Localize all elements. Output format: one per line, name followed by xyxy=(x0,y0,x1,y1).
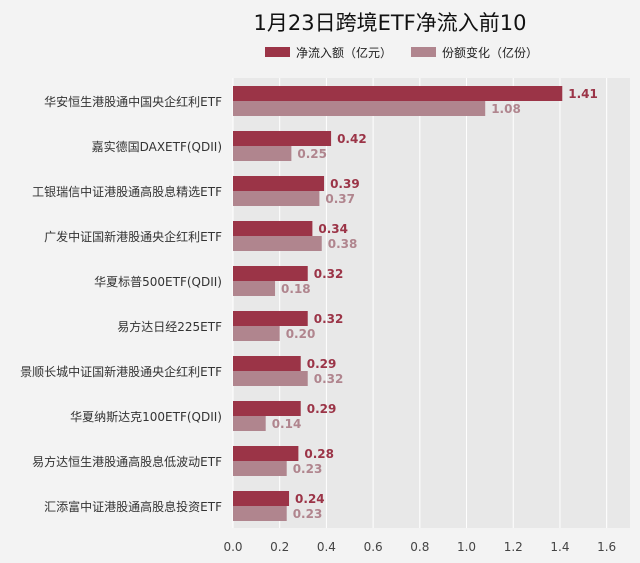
chart-title: 1月23日跨境ETF净流入前10 xyxy=(254,11,527,35)
legend: 净流入额（亿元） 份额变化（亿份） xyxy=(265,45,538,60)
data-label: 0.32 xyxy=(314,267,344,281)
bar-series-1 xyxy=(233,86,563,101)
legend-swatch-series-2 xyxy=(411,47,436,57)
bar-series-2 xyxy=(233,461,287,476)
data-label: 0.32 xyxy=(314,372,344,386)
bar-series-1 xyxy=(233,446,299,461)
category-label: 景顺长城中证国新港股通央企红利ETF xyxy=(20,364,222,379)
x-tick-label: 0.8 xyxy=(410,540,429,554)
bar-series-1 xyxy=(233,266,308,281)
data-label: 0.23 xyxy=(293,507,323,521)
category-label: 工银瑞信中证港股通高股息精选ETF xyxy=(32,184,222,199)
x-tick-label: 0.4 xyxy=(317,540,336,554)
data-label: 0.32 xyxy=(314,312,344,326)
x-tick-label: 1.2 xyxy=(504,540,523,554)
data-label: 0.34 xyxy=(318,222,348,236)
bar-series-2 xyxy=(233,371,308,386)
data-label: 0.28 xyxy=(304,447,334,461)
bar-series-1 xyxy=(233,221,313,236)
data-label: 1.41 xyxy=(568,87,598,101)
data-label: 0.18 xyxy=(281,282,311,296)
data-label: 0.24 xyxy=(295,492,325,506)
bars: 1.411.080.420.250.390.370.340.380.320.18… xyxy=(233,86,598,521)
bar-series-2 xyxy=(233,146,292,161)
x-tick-label: 0.6 xyxy=(364,540,383,554)
category-label: 嘉实德国DAXETF(QDII) xyxy=(92,139,222,154)
category-label: 华安恒生港股通中国央企红利ETF xyxy=(44,94,222,109)
x-tick-label: 1.6 xyxy=(597,540,616,554)
data-label: 0.14 xyxy=(272,417,302,431)
bar-series-1 xyxy=(233,176,325,191)
bar-series-2 xyxy=(233,191,320,206)
category-label: 汇添富中证港股通高股息投资ETF xyxy=(44,499,222,514)
data-label: 0.42 xyxy=(337,132,367,146)
bar-series-1 xyxy=(233,356,301,371)
category-label: 华夏标普500ETF(QDII) xyxy=(94,275,222,289)
bar-series-1 xyxy=(233,131,332,146)
category-labels: 华安恒生港股通中国央企红利ETF 嘉实德国DAXETF(QDII) 工银瑞信中证港股… xyxy=(20,94,222,514)
x-axis-ticks: 0.0 0.2 0.4 0.6 0.8 1.0 1.2 1.4 1.6 xyxy=(223,540,616,554)
category-label: 易方达恒生港股通高股息低波动ETF xyxy=(32,454,222,469)
x-tick-label: 1.4 xyxy=(550,540,569,554)
x-tick-label: 1.0 xyxy=(457,540,476,554)
data-label: 0.23 xyxy=(293,462,323,476)
bar-series-1 xyxy=(233,491,290,506)
legend-swatch-series-1 xyxy=(265,47,290,57)
data-label: 0.25 xyxy=(297,147,327,161)
category-label: 易方达日经225ETF xyxy=(117,319,222,334)
x-tick-label: 0.0 xyxy=(223,540,242,554)
data-label: 0.29 xyxy=(307,402,337,416)
bar-series-2 xyxy=(233,281,276,296)
data-label: 0.29 xyxy=(307,357,337,371)
legend-label-series-2: 份额变化（亿份） xyxy=(442,45,538,60)
data-label: 0.39 xyxy=(330,177,360,191)
category-label: 广发中证国新港股通央企红利ETF xyxy=(44,229,222,244)
category-label: 华夏纳斯达克100ETF(QDII) xyxy=(70,410,222,424)
bar-series-1 xyxy=(233,401,301,416)
bar-series-2 xyxy=(233,506,287,521)
bar-series-2 xyxy=(233,416,266,431)
bar-series-2 xyxy=(233,326,280,341)
bar-series-2 xyxy=(233,101,486,116)
data-label: 1.08 xyxy=(491,102,521,116)
legend-label-series-1: 净流入额（亿元） xyxy=(296,45,392,60)
x-tick-label: 0.2 xyxy=(270,540,289,554)
data-label: 0.20 xyxy=(286,327,316,341)
data-label: 0.38 xyxy=(328,237,358,251)
data-label: 0.37 xyxy=(325,192,355,206)
bar-series-1 xyxy=(233,311,308,326)
plot-area xyxy=(233,78,630,528)
bar-series-2 xyxy=(233,236,322,251)
